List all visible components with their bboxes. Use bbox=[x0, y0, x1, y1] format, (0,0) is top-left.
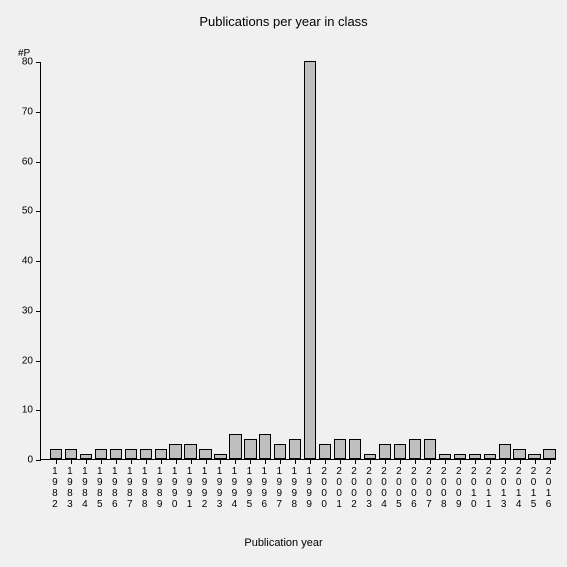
x-tick-label: 2007 bbox=[421, 466, 436, 510]
bar bbox=[50, 449, 62, 459]
x-tick-label: 1999 bbox=[302, 466, 317, 510]
bar bbox=[229, 434, 241, 459]
x-tick-label: 2004 bbox=[377, 466, 392, 510]
x-tick-label: 1982 bbox=[47, 466, 62, 510]
bar bbox=[184, 444, 196, 459]
bar bbox=[155, 449, 167, 459]
chart-container: Publications per year in class #P 010203… bbox=[0, 0, 567, 567]
y-tick-label: 0 bbox=[27, 455, 33, 466]
x-tick-label: 2001 bbox=[332, 466, 347, 510]
x-tick-label: 2003 bbox=[362, 466, 377, 510]
x-tick-label: 2014 bbox=[511, 466, 526, 510]
bar bbox=[140, 449, 152, 459]
x-tick-label: 1998 bbox=[287, 466, 302, 510]
x-tick-label: 2011 bbox=[481, 466, 496, 510]
x-tick-label: 2013 bbox=[496, 466, 511, 510]
y-tick bbox=[36, 460, 41, 461]
x-tick-label: 1984 bbox=[77, 466, 92, 510]
x-tick-label: 1996 bbox=[257, 466, 272, 510]
x-tick-label: 2008 bbox=[436, 466, 451, 510]
x-tick-labels: 1982198319841985198619871988198919901991… bbox=[40, 462, 556, 518]
x-tick-label: 2006 bbox=[406, 466, 421, 510]
bar bbox=[199, 449, 211, 459]
x-tick-label: 1983 bbox=[62, 466, 77, 510]
chart-title: Publications per year in class bbox=[0, 14, 567, 29]
x-tick-label: 1993 bbox=[212, 466, 227, 510]
x-tick-label: 1987 bbox=[122, 466, 137, 510]
bar bbox=[424, 439, 436, 459]
x-tick-label: 1988 bbox=[137, 466, 152, 510]
bar bbox=[394, 444, 406, 459]
x-tick-label: 1995 bbox=[242, 466, 257, 510]
x-tick-label: 2016 bbox=[541, 466, 556, 510]
bar bbox=[349, 439, 361, 459]
bar bbox=[513, 449, 525, 459]
y-tick-label: 40 bbox=[22, 256, 33, 267]
bar bbox=[110, 449, 122, 459]
bar bbox=[379, 444, 391, 459]
y-tick bbox=[36, 112, 41, 113]
y-tick-label: 80 bbox=[22, 57, 33, 68]
y-tick bbox=[36, 311, 41, 312]
bar bbox=[274, 444, 286, 459]
bar bbox=[259, 434, 271, 459]
bar bbox=[65, 449, 77, 459]
bar bbox=[304, 61, 316, 459]
x-tick-label: 2009 bbox=[451, 466, 466, 510]
x-axis-label: Publication year bbox=[0, 537, 567, 549]
x-tick-label: 1985 bbox=[92, 466, 107, 510]
x-tick-label: 1994 bbox=[227, 466, 242, 510]
bar bbox=[169, 444, 181, 459]
bars-group bbox=[41, 62, 556, 459]
x-tick-label: 1997 bbox=[272, 466, 287, 510]
bar bbox=[289, 439, 301, 459]
bar bbox=[543, 449, 555, 459]
y-tick bbox=[36, 261, 41, 262]
y-tick-label: 50 bbox=[22, 206, 33, 217]
x-tick-label: 2005 bbox=[391, 466, 406, 510]
bar bbox=[499, 444, 511, 459]
x-tick-label: 1986 bbox=[107, 466, 122, 510]
x-tick-label: 1990 bbox=[167, 466, 182, 510]
y-tick-label: 60 bbox=[22, 156, 33, 167]
bar bbox=[409, 439, 421, 459]
x-tick-label: 2010 bbox=[466, 466, 481, 510]
x-tick-label: 1992 bbox=[197, 466, 212, 510]
x-tick-label: 2015 bbox=[526, 466, 541, 510]
x-tick-label: 2002 bbox=[347, 466, 362, 510]
y-tick bbox=[36, 361, 41, 362]
x-tick-label: 2000 bbox=[317, 466, 332, 510]
y-tick-label: 70 bbox=[22, 106, 33, 117]
y-tick bbox=[36, 162, 41, 163]
x-tick-label: 1991 bbox=[182, 466, 197, 510]
bar bbox=[244, 439, 256, 459]
bar bbox=[95, 449, 107, 459]
x-tick-label: 1989 bbox=[152, 466, 167, 510]
y-tick bbox=[36, 211, 41, 212]
bar bbox=[125, 449, 137, 459]
bar bbox=[319, 444, 331, 459]
y-tick bbox=[36, 410, 41, 411]
y-tick-label: 30 bbox=[22, 305, 33, 316]
y-tick-label: 10 bbox=[22, 405, 33, 416]
bar bbox=[334, 439, 346, 459]
y-tick-label: 20 bbox=[22, 355, 33, 366]
plot-area: 01020304050607080 bbox=[40, 62, 556, 460]
y-tick bbox=[36, 62, 41, 63]
